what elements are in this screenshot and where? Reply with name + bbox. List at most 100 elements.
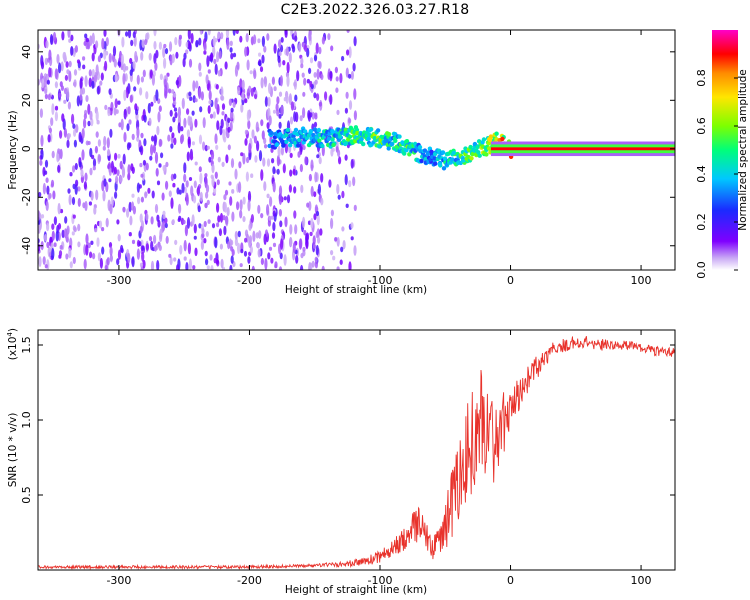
spectrogram-cell (220, 32, 224, 40)
spectrogram-cell (255, 121, 259, 133)
spectrogram-cell (280, 37, 284, 43)
spectrogram-cell (252, 230, 256, 242)
spectrogram-cell (149, 155, 153, 161)
spectrogram-cell (82, 56, 86, 61)
spectrogram-cell (176, 264, 180, 270)
spectrogram-cell (130, 163, 134, 172)
spectrogram-cell (260, 257, 264, 266)
spectrogram-cell (284, 216, 288, 228)
spectrogram-cell (151, 74, 155, 86)
spectrogram-cell (203, 220, 207, 228)
spectrogram-cell (210, 150, 215, 161)
spectrogram-cell (318, 156, 322, 165)
spectrogram-cell (240, 103, 244, 113)
spectrogram-cell (159, 234, 163, 242)
spectrogram-cell (242, 152, 246, 165)
spectrogram-cell (321, 36, 325, 45)
spectrogram-cell (42, 256, 46, 265)
spectrogram-cell (38, 256, 42, 268)
spectrogram-cell (246, 88, 250, 100)
spectrogram-x-axis-label: Height of straight line (km) (285, 284, 427, 296)
spectrogram-cell (186, 151, 190, 162)
spectrogram-cell (251, 129, 255, 139)
spectrogram-signal-cell (437, 162, 442, 167)
spectrogram-cell (197, 205, 201, 213)
spectrogram-cell (102, 190, 106, 202)
spectrogram-cell (158, 163, 162, 168)
spectrogram-cell (71, 231, 75, 236)
spectrogram-cell (140, 173, 144, 178)
spectrogram-cell (215, 84, 219, 90)
spectrogram-cell (95, 131, 99, 138)
spectrogram-cell (59, 130, 63, 139)
spectrogram-cell (59, 208, 64, 214)
spectrogram-cell (50, 117, 54, 126)
spectrogram-cell (188, 58, 193, 68)
snr-x-axis-label: Height of straight line (km) (285, 584, 427, 596)
spectrogram-cell (261, 35, 265, 47)
spectrogram-cell (207, 219, 211, 224)
spectrogram-cell (278, 113, 282, 119)
spectrogram-cell (264, 96, 268, 107)
spectrogram-cell (162, 214, 166, 220)
spectrogram-cell (151, 190, 155, 199)
spectrogram-cell (107, 150, 111, 156)
spectrogram-cell (132, 61, 136, 70)
spectrogram-cell (221, 161, 225, 167)
spectrogram-cell (214, 97, 218, 110)
spectrogram-cell (225, 30, 230, 39)
spectrogram-signal-cell (425, 150, 431, 155)
spectrogram-cell (91, 52, 95, 62)
spectrogram-cell (300, 252, 304, 259)
spectrogram-cell (309, 112, 313, 118)
spectrogram-cell (214, 171, 218, 179)
snr-series (38, 336, 675, 570)
spectrogram-cell (278, 91, 283, 97)
spectrogram-cell (74, 45, 78, 53)
spectrogram-cell (246, 109, 250, 122)
spectrogram-cell (289, 224, 293, 235)
colorbar-tick-label: 0.0 (695, 261, 708, 279)
spectrogram-cell (89, 167, 93, 176)
spectrogram-signal-cell (468, 144, 473, 150)
spectrogram-cell (141, 251, 145, 262)
spectrogram-cell (57, 164, 61, 173)
spectrogram-cell (79, 88, 83, 96)
spectrogram-signal-cell (419, 158, 424, 164)
spectrogram-cell (129, 69, 133, 76)
spectrogram-cell (300, 57, 304, 65)
spectrogram-cell (248, 235, 253, 244)
spectrogram-cell (320, 73, 324, 80)
spectrogram-cell (58, 92, 62, 98)
spectrogram-cell (69, 172, 73, 177)
figure-title: C2E3.2022.326.03.27.R18 (280, 2, 470, 18)
spectrogram-cell (273, 43, 277, 54)
spectrogram-cell (81, 128, 85, 139)
spectrogram-cell (107, 162, 112, 169)
spectrogram-cell (74, 162, 78, 171)
spectrogram-cell (200, 240, 204, 250)
spectrogram-cell (272, 109, 277, 114)
spectrogram-cell (95, 40, 99, 49)
spectrogram-cell (227, 241, 231, 250)
spectrogram-cell (94, 145, 98, 154)
spectrogram-cell (348, 46, 352, 59)
spectrogram-cell (278, 39, 282, 49)
spectrogram-cell (264, 257, 268, 270)
y-tick-label: 1.0 (20, 411, 33, 429)
spectrogram-cell (133, 86, 137, 92)
spectrogram-cell (220, 258, 224, 269)
spectrogram-cell (256, 140, 260, 152)
spectrogram-cell (286, 194, 291, 204)
spectrogram-cell (205, 184, 210, 193)
spectrogram-cell (58, 250, 63, 257)
spectrogram-cell (54, 81, 59, 89)
spectrogram-cell (232, 101, 236, 108)
spectrogram-cell (253, 135, 257, 144)
spectrogram-cell (216, 120, 220, 131)
spectrogram-cell (156, 125, 160, 136)
spectrogram-cell (115, 109, 119, 114)
spectrogram-cell (68, 247, 72, 259)
spectrogram-cell (42, 182, 47, 195)
snr-y-ticks: 0.5 1.0 1.5 (20, 336, 675, 504)
